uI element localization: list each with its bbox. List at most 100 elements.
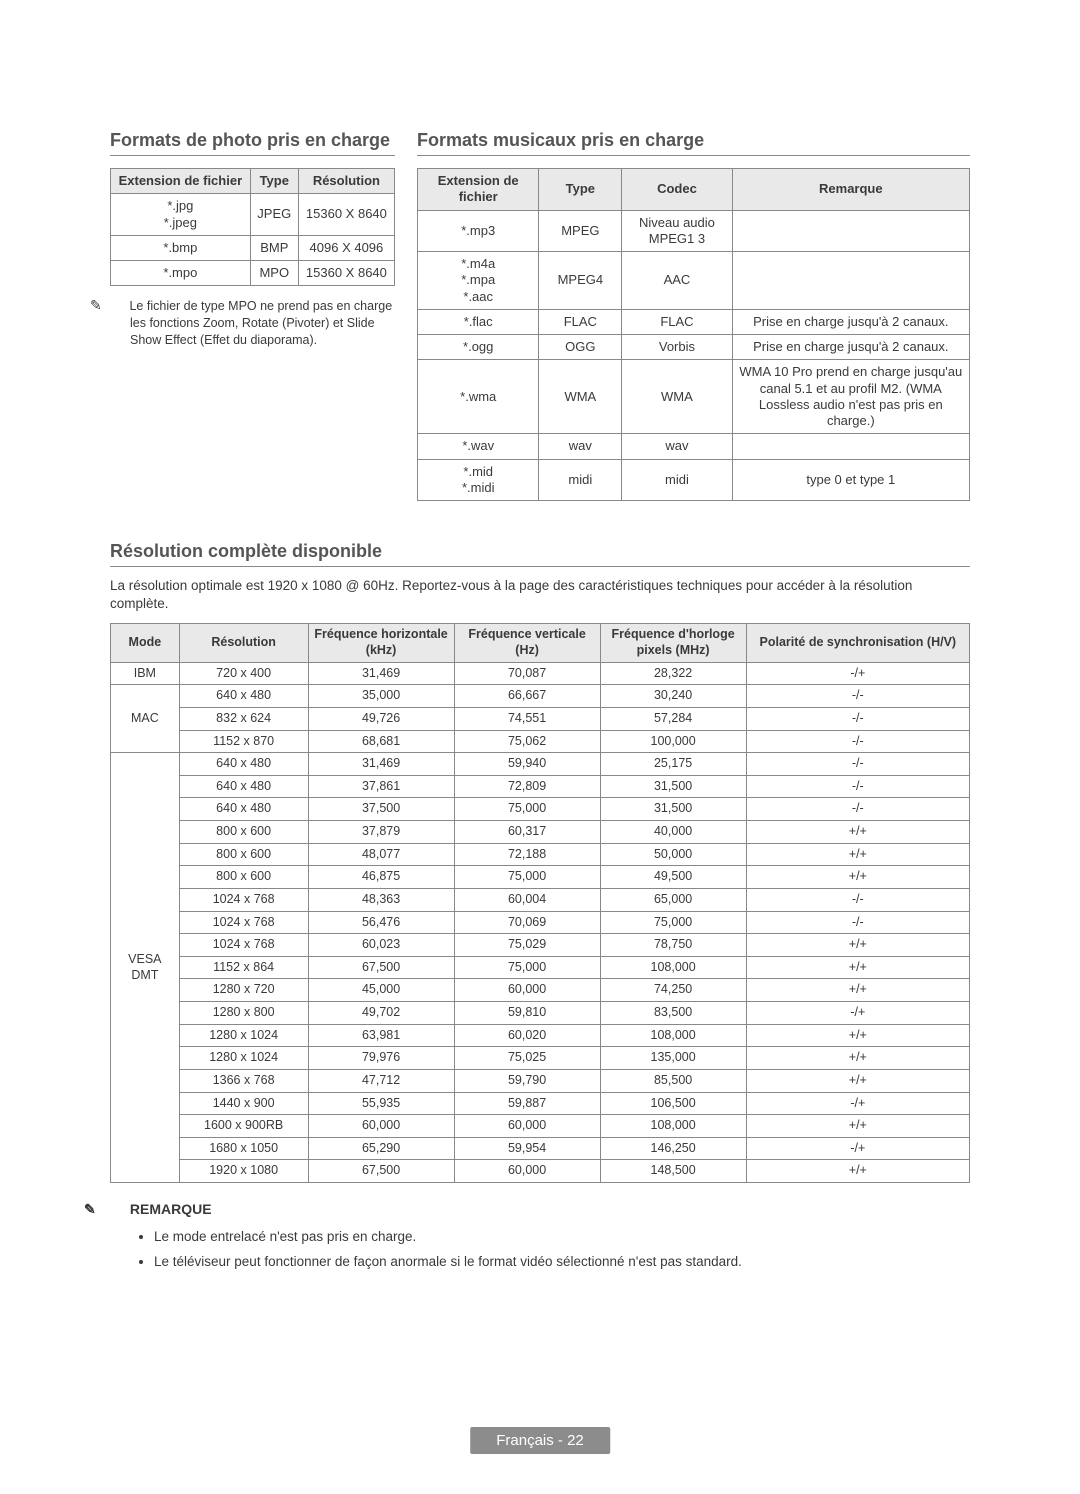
table-cell: 67,500 bbox=[308, 956, 454, 979]
table-cell: 37,861 bbox=[308, 775, 454, 798]
table-cell bbox=[732, 252, 969, 310]
table-cell: +/+ bbox=[746, 1047, 969, 1070]
table-cell: -/+ bbox=[746, 1092, 969, 1115]
table-cell: 1152 x 870 bbox=[179, 730, 308, 753]
table-cell: 31,469 bbox=[308, 753, 454, 776]
table-cell: 75,062 bbox=[454, 730, 600, 753]
table-cell: 37,879 bbox=[308, 821, 454, 844]
music-th-type: Type bbox=[539, 169, 622, 211]
music-th-remark: Remarque bbox=[732, 169, 969, 211]
table-cell: 75,000 bbox=[454, 798, 600, 821]
table-cell: 800 x 600 bbox=[179, 866, 308, 889]
table-cell: 66,667 bbox=[454, 685, 600, 708]
table-cell: Prise en charge jusqu'à 2 canaux. bbox=[732, 309, 969, 334]
table-cell: 1280 x 720 bbox=[179, 979, 308, 1002]
list-item: Le mode entrelacé n'est pas pris en char… bbox=[154, 1226, 970, 1249]
table-row: 1366 x 76847,71259,79085,500+/+ bbox=[111, 1069, 970, 1092]
table-cell: 75,000 bbox=[454, 866, 600, 889]
table-cell: 15360 X 8640 bbox=[298, 261, 394, 286]
note-icon: ✎ bbox=[110, 296, 126, 315]
res-th-clock: Fréquence d'horloge pixels (MHz) bbox=[600, 624, 746, 662]
table-row: *.wavwavwav bbox=[418, 434, 970, 459]
table-cell: 106,500 bbox=[600, 1092, 746, 1115]
table-cell: 55,935 bbox=[308, 1092, 454, 1115]
remarque-heading: ✎ REMARQUE bbox=[110, 1201, 970, 1218]
table-cell: 50,000 bbox=[600, 843, 746, 866]
photo-section: Formats de photo pris en charge Extensio… bbox=[110, 130, 395, 349]
table-cell: 800 x 600 bbox=[179, 843, 308, 866]
remarque-list: Le mode entrelacé n'est pas pris en char… bbox=[154, 1226, 970, 1274]
table-row: *.bmpBMP4096 X 4096 bbox=[111, 235, 395, 260]
table-row: *.oggOGGVorbisPrise en charge jusqu'à 2 … bbox=[418, 335, 970, 360]
table-cell: midi bbox=[539, 459, 622, 501]
table-row: 1600 x 900RB60,00060,000108,000+/+ bbox=[111, 1115, 970, 1138]
table-cell: 59,790 bbox=[454, 1069, 600, 1092]
table-cell: JPEG bbox=[250, 194, 298, 236]
table-cell: 49,702 bbox=[308, 1002, 454, 1025]
table-cell: -/- bbox=[746, 888, 969, 911]
table-cell: 135,000 bbox=[600, 1047, 746, 1070]
table-row: VESA DMT640 x 48031,46959,94025,175-/- bbox=[111, 753, 970, 776]
table-row: IBM720 x 40031,46970,08728,322-/+ bbox=[111, 662, 970, 685]
table-cell: 640 x 480 bbox=[179, 798, 308, 821]
table-row: 1440 x 90055,93559,887106,500-/+ bbox=[111, 1092, 970, 1115]
table-cell: 74,250 bbox=[600, 979, 746, 1002]
table-cell: 56,476 bbox=[308, 911, 454, 934]
resolution-section-title: Résolution complète disponible bbox=[110, 541, 970, 567]
table-cell: 1440 x 900 bbox=[179, 1092, 308, 1115]
photo-section-title: Formats de photo pris en charge bbox=[110, 130, 395, 156]
table-cell: -/- bbox=[746, 911, 969, 934]
table-cell: 1280 x 1024 bbox=[179, 1047, 308, 1070]
table-cell: *.mid*.midi bbox=[418, 459, 539, 501]
table-cell: +/+ bbox=[746, 934, 969, 957]
table-cell: 46,875 bbox=[308, 866, 454, 889]
table-cell: 45,000 bbox=[308, 979, 454, 1002]
table-cell: 68,681 bbox=[308, 730, 454, 753]
note-icon: ✎ bbox=[110, 1201, 126, 1218]
table-cell: 15360 X 8640 bbox=[298, 194, 394, 236]
table-cell: 30,240 bbox=[600, 685, 746, 708]
table-row: 1280 x 102463,98160,020108,000+/+ bbox=[111, 1024, 970, 1047]
table-cell: Niveau audio MPEG1 3 bbox=[622, 210, 732, 252]
res-th-vfreq: Fréquence verticale (Hz) bbox=[454, 624, 600, 662]
photo-th-type: Type bbox=[250, 169, 298, 194]
table-cell: 75,000 bbox=[454, 956, 600, 979]
table-cell: *.ogg bbox=[418, 335, 539, 360]
table-cell: Vorbis bbox=[622, 335, 732, 360]
table-row: *.m4a*.mpa*.aacMPEG4AAC bbox=[418, 252, 970, 310]
table-cell: +/+ bbox=[746, 866, 969, 889]
table-cell: 70,087 bbox=[454, 662, 600, 685]
table-cell: 59,940 bbox=[454, 753, 600, 776]
table-row: 832 x 62449,72674,55157,284-/- bbox=[111, 707, 970, 730]
table-cell: MPEG4 bbox=[539, 252, 622, 310]
table-cell: 100,000 bbox=[600, 730, 746, 753]
table-cell: 35,000 bbox=[308, 685, 454, 708]
table-cell: 74,551 bbox=[454, 707, 600, 730]
table-cell: 1024 x 768 bbox=[179, 934, 308, 957]
table-row: 1280 x 72045,00060,00074,250+/+ bbox=[111, 979, 970, 1002]
table-cell: 1920 x 1080 bbox=[179, 1160, 308, 1183]
table-cell: 28,322 bbox=[600, 662, 746, 685]
table-row: *.mid*.midimidimiditype 0 et type 1 bbox=[418, 459, 970, 501]
table-row: 640 x 48037,50075,00031,500-/- bbox=[111, 798, 970, 821]
table-row: 1024 x 76860,02375,02978,750+/+ bbox=[111, 934, 970, 957]
table-cell: 60,000 bbox=[454, 1160, 600, 1183]
table-cell: 85,500 bbox=[600, 1069, 746, 1092]
table-cell bbox=[732, 210, 969, 252]
table-cell: 832 x 624 bbox=[179, 707, 308, 730]
table-cell: -/- bbox=[746, 707, 969, 730]
table-cell: 47,712 bbox=[308, 1069, 454, 1092]
table-cell: -/+ bbox=[746, 662, 969, 685]
table-cell: 4096 X 4096 bbox=[298, 235, 394, 260]
table-cell: 72,188 bbox=[454, 843, 600, 866]
page-footer: Français - 22 bbox=[470, 1427, 610, 1454]
table-cell: AAC bbox=[622, 252, 732, 310]
music-th-ext: Extension de fichier bbox=[418, 169, 539, 211]
remarque-title: REMARQUE bbox=[130, 1201, 212, 1217]
table-cell: 79,976 bbox=[308, 1047, 454, 1070]
table-cell: 1600 x 900RB bbox=[179, 1115, 308, 1138]
table-cell: FLAC bbox=[539, 309, 622, 334]
table-cell: 78,750 bbox=[600, 934, 746, 957]
table-cell: +/+ bbox=[746, 1069, 969, 1092]
table-row: *.mpoMPO15360 X 8640 bbox=[111, 261, 395, 286]
